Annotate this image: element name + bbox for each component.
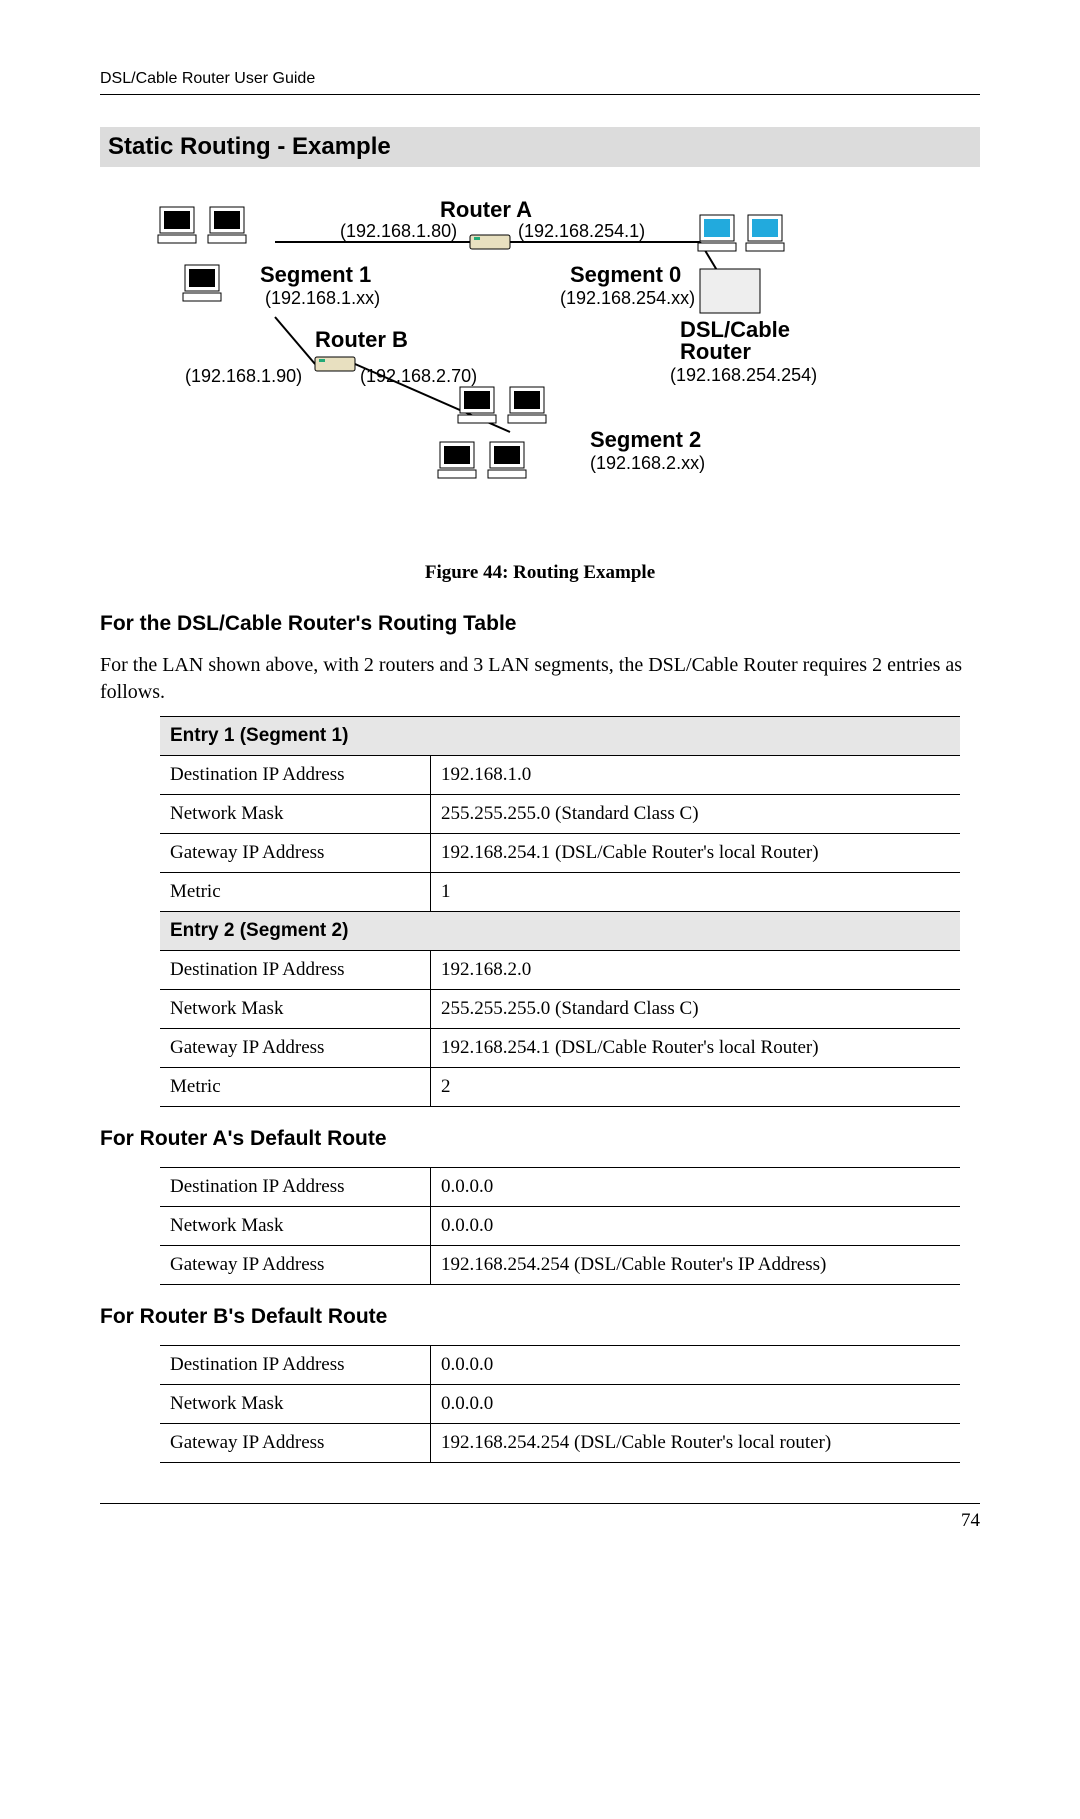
segment0-ip: (192.168.254.xx) bbox=[560, 288, 695, 308]
running-head: DSL/Cable Router User Guide bbox=[100, 70, 980, 88]
routing-diagram: Router A (192.168.1.80) (192.168.254.1) … bbox=[140, 187, 980, 552]
pc-icon bbox=[458, 387, 496, 423]
entry1-header: Entry 1 (Segment 1) bbox=[160, 717, 960, 756]
dsl-router-icon bbox=[700, 269, 760, 313]
routing-table-a: Destination IP Address 0.0.0.0 Network M… bbox=[160, 1167, 960, 1285]
pc-icon bbox=[158, 207, 196, 243]
pc-icon bbox=[508, 387, 546, 423]
label-dest: Destination IP Address bbox=[160, 1168, 431, 1207]
footer-rule bbox=[100, 1503, 980, 1504]
router-b-right-ip: (192.168.2.70) bbox=[360, 366, 477, 386]
label-gw: Gateway IP Address bbox=[160, 1246, 431, 1285]
value-e2-mask: 255.255.255.0 (Standard Class C) bbox=[431, 990, 961, 1029]
figure-caption: Figure 44: Routing Example bbox=[100, 562, 980, 584]
router-b-left-ip: (192.168.1.90) bbox=[185, 366, 302, 386]
value-a-gw: 192.168.254.254 (DSL/Cable Router's IP A… bbox=[431, 1246, 961, 1285]
subhead-router-a: For Router A's Default Route bbox=[100, 1127, 980, 1151]
segment2-ip: (192.168.2.xx) bbox=[590, 453, 705, 473]
dslcable-label-2: Router bbox=[680, 339, 751, 364]
label-mask: Network Mask bbox=[160, 1385, 431, 1424]
intro-paragraph: For the LAN shown above, with 2 routers … bbox=[100, 652, 980, 706]
value-a-dest: 0.0.0.0 bbox=[431, 1168, 961, 1207]
routing-diagram-svg: Router A (192.168.1.80) (192.168.254.1) … bbox=[140, 187, 940, 547]
value-e2-gw: 192.168.254.1 (DSL/Cable Router's local … bbox=[431, 1029, 961, 1068]
value-e2-dest: 192.168.2.0 bbox=[431, 951, 961, 990]
router-b-icon bbox=[315, 357, 355, 371]
segment2-label: Segment 2 bbox=[590, 427, 701, 452]
subhead-router-b: For Router B's Default Route bbox=[100, 1305, 980, 1329]
routing-table-main: Entry 1 (Segment 1) Destination IP Addre… bbox=[160, 716, 960, 1107]
value-b-gw: 192.168.254.254 (DSL/Cable Router's loca… bbox=[431, 1424, 961, 1463]
router-a-right-ip: (192.168.254.1) bbox=[518, 221, 645, 241]
label-mask: Network Mask bbox=[160, 990, 431, 1029]
segment1-ip: (192.168.1.xx) bbox=[265, 288, 380, 308]
label-dest: Destination IP Address bbox=[160, 951, 431, 990]
router-b-label: Router B bbox=[315, 327, 408, 352]
value-e1-metric: 1 bbox=[431, 873, 961, 912]
pc-icon bbox=[488, 442, 526, 478]
segment1-label: Segment 1 bbox=[260, 262, 371, 287]
value-e1-mask: 255.255.255.0 (Standard Class C) bbox=[431, 795, 961, 834]
routing-table-b: Destination IP Address 0.0.0.0 Network M… bbox=[160, 1345, 960, 1463]
page: DSL/Cable Router User Guide Static Routi… bbox=[0, 0, 1080, 1819]
label-dest: Destination IP Address bbox=[160, 756, 431, 795]
label-mask: Network Mask bbox=[160, 795, 431, 834]
label-metric: Metric bbox=[160, 873, 431, 912]
value-e2-metric: 2 bbox=[431, 1068, 961, 1107]
pc-icon bbox=[746, 215, 784, 251]
value-b-mask: 0.0.0.0 bbox=[431, 1385, 961, 1424]
section-title: Static Routing - Example bbox=[100, 127, 980, 167]
header-rule bbox=[100, 94, 980, 95]
router-a-left-ip: (192.168.1.80) bbox=[340, 221, 457, 241]
label-dest: Destination IP Address bbox=[160, 1346, 431, 1385]
label-gw: Gateway IP Address bbox=[160, 1424, 431, 1463]
value-a-mask: 0.0.0.0 bbox=[431, 1207, 961, 1246]
subhead-routing-table: For the DSL/Cable Router's Routing Table bbox=[100, 612, 980, 636]
router-a-label: Router A bbox=[440, 197, 532, 222]
segment0-label: Segment 0 bbox=[570, 262, 681, 287]
label-gw: Gateway IP Address bbox=[160, 1029, 431, 1068]
pc-icon bbox=[208, 207, 246, 243]
label-mask: Network Mask bbox=[160, 1207, 431, 1246]
label-metric: Metric bbox=[160, 1068, 431, 1107]
label-gw: Gateway IP Address bbox=[160, 834, 431, 873]
pc-icon bbox=[698, 215, 736, 251]
pc-icon bbox=[438, 442, 476, 478]
value-e1-gw: 192.168.254.1 (DSL/Cable Router's local … bbox=[431, 834, 961, 873]
entry2-header: Entry 2 (Segment 2) bbox=[160, 912, 960, 951]
router-a-icon bbox=[470, 235, 510, 249]
dslcable-ip: (192.168.254.254) bbox=[670, 365, 817, 385]
pc-icon bbox=[183, 265, 221, 301]
page-number: 74 bbox=[100, 1510, 980, 1532]
value-b-dest: 0.0.0.0 bbox=[431, 1346, 961, 1385]
value-e1-dest: 192.168.1.0 bbox=[431, 756, 961, 795]
